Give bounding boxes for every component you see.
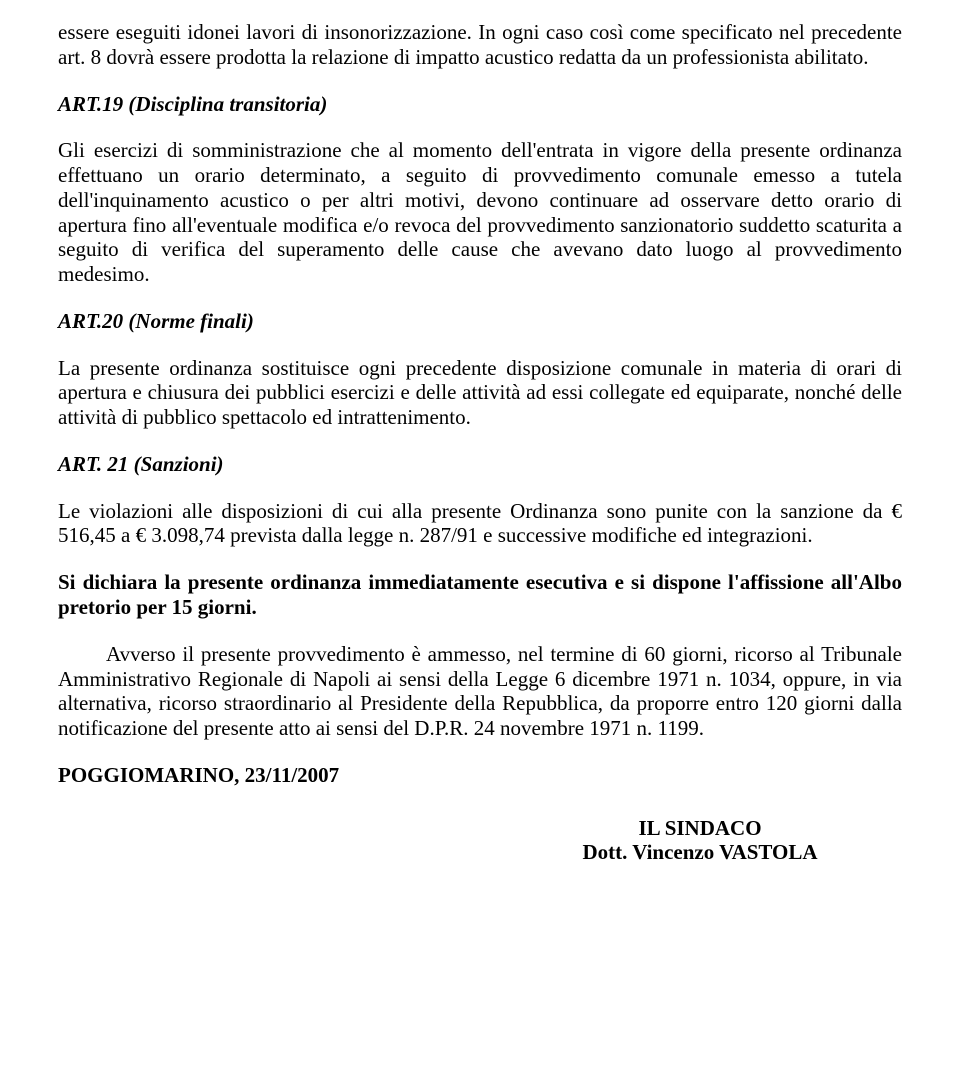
art21-body: Le violazioni alle disposizioni di cui a… (58, 499, 902, 549)
art19-heading: ART.19 (Disciplina transitoria) (58, 92, 902, 117)
art21-heading: ART. 21 (Sanzioni) (58, 452, 902, 477)
intro-paragraph: essere eseguiti idonei lavori di insonor… (58, 20, 902, 70)
appeal-paragraph: Avverso il presente provvedimento è amme… (58, 642, 902, 741)
signature-name: Dott. Vincenzo VASTOLA (498, 840, 902, 865)
date-line: POGGIOMARINO, 23/11/2007 (58, 763, 902, 788)
art20-body: La presente ordinanza sostituisce ogni p… (58, 356, 902, 430)
signature-block: IL SINDACO Dott. Vincenzo VASTOLA (498, 816, 902, 866)
art19-body: Gli esercizi di somministrazione che al … (58, 138, 902, 287)
document-page: essere eseguiti idonei lavori di insonor… (0, 0, 960, 1070)
declaration-paragraph: Si dichiara la presente ordinanza immedi… (58, 570, 902, 620)
art20-heading: ART.20 (Norme finali) (58, 309, 902, 334)
signature-role: IL SINDACO (498, 816, 902, 841)
